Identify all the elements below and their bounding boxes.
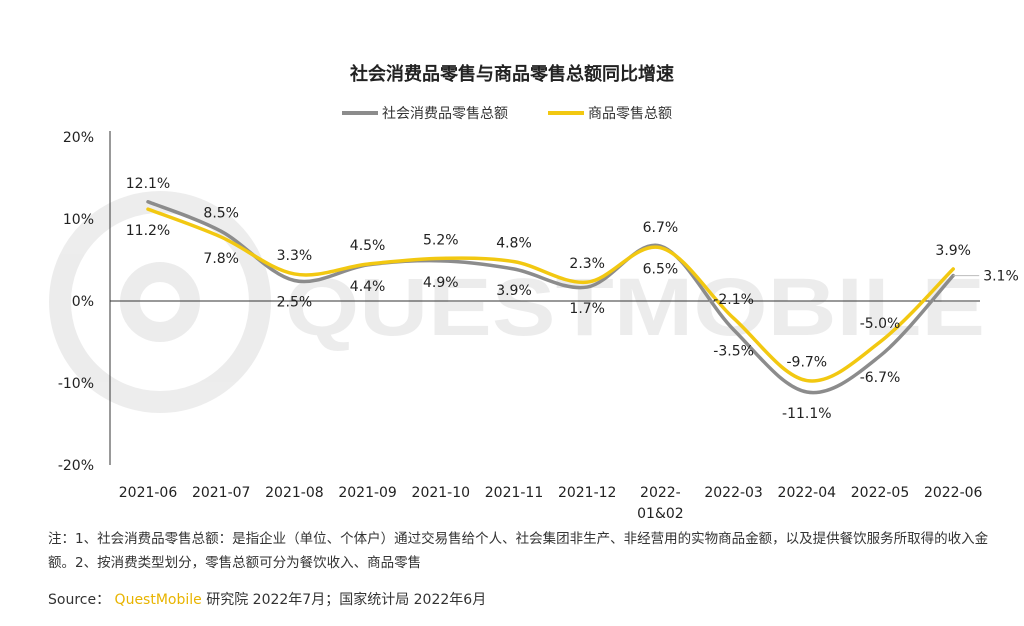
data-label: 1.7% bbox=[569, 301, 605, 317]
data-label: -6.7% bbox=[860, 370, 901, 386]
data-label: 7.8% bbox=[203, 251, 239, 267]
x-tick-label: 2021-09 bbox=[338, 485, 397, 501]
data-labels: 12.1% 11.2% 8.5% 7.8% 2.5% 3.3% 4.4% 4.5% 4.9% 5.… bbox=[126, 176, 1019, 422]
data-label: -11.1% bbox=[782, 406, 832, 422]
data-label: -2.1% bbox=[713, 292, 754, 308]
legend: 社会消费品零售总额 商品零售总额 bbox=[342, 106, 672, 122]
data-label: 2.5% bbox=[277, 295, 313, 311]
y-tick-label: 10% bbox=[63, 212, 94, 228]
x-tick-label: 2021-08 bbox=[265, 485, 324, 501]
watermark-logo: QUESTMOBILE bbox=[49, 191, 985, 413]
data-label: 3.9% bbox=[935, 243, 971, 259]
x-tick-label: 01&02 bbox=[637, 506, 684, 522]
x-tick-label: 2021-11 bbox=[485, 485, 544, 501]
source-rest: 研究院 2022年7月；国家统计局 2022年6月 bbox=[206, 592, 487, 608]
axes: 20% 10% 0% -10% -20% 2021-06 2021-07 2021-08 202… bbox=[58, 130, 983, 522]
x-tick-label: 2021-12 bbox=[558, 485, 617, 501]
legend-label-retail-total: 社会消费品零售总额 bbox=[382, 106, 508, 122]
data-label: -9.7% bbox=[786, 355, 827, 371]
x-tick-label: 2022-06 bbox=[924, 485, 983, 501]
x-tick-label: 2021-07 bbox=[192, 485, 251, 501]
series-line-retail-total bbox=[146, 200, 955, 395]
x-tick-label: 2021-10 bbox=[412, 485, 471, 501]
source-line: Source： QuestMobile 研究院 2022年7月；国家统计局 20… bbox=[48, 589, 486, 609]
data-label: 8.5% bbox=[203, 205, 239, 221]
data-label: 4.4% bbox=[350, 279, 386, 295]
chart-title: 社会消费品零售与商品零售总额同比增速 bbox=[350, 63, 674, 85]
data-label: 11.2% bbox=[126, 223, 170, 239]
data-label: 12.1% bbox=[126, 176, 170, 192]
y-tick-label: 20% bbox=[63, 130, 94, 146]
y-tick-label: -20% bbox=[58, 458, 94, 474]
series-lines bbox=[146, 200, 955, 395]
data-label: 4.5% bbox=[350, 238, 386, 254]
x-tick-label: 2022- bbox=[640, 485, 681, 501]
x-tick-label: 2021-06 bbox=[119, 485, 178, 501]
data-label: 3.3% bbox=[277, 248, 313, 264]
data-label: 4.9% bbox=[423, 275, 459, 291]
data-label: -5.0% bbox=[860, 316, 901, 332]
x-tick-label: 2022-04 bbox=[778, 485, 837, 501]
legend-label-goods-retail: 商品零售总额 bbox=[588, 106, 672, 122]
data-label: 3.1% bbox=[983, 269, 1019, 285]
source-prefix: Source： bbox=[48, 592, 111, 608]
x-tick-label: 2022-05 bbox=[851, 485, 910, 501]
chart-note: 注：1、社会消费品零售总额：是指企业（单位、个体户）通过交易售给个人、社会集团非… bbox=[48, 531, 989, 571]
data-label: 3.9% bbox=[496, 283, 532, 299]
watermark-text: QUESTMOBILE bbox=[285, 262, 985, 353]
data-label: 6.7% bbox=[643, 220, 679, 236]
data-label: -3.5% bbox=[713, 344, 754, 360]
line-chart: QUESTMOBILE 社会消费品零售与商品零售总额同比增速 社会消费品零售总额… bbox=[49, 63, 1019, 522]
data-label: 4.8% bbox=[496, 236, 532, 252]
data-label: 2.3% bbox=[569, 256, 605, 272]
series-line-goods-retail bbox=[146, 207, 955, 383]
y-tick-label: 0% bbox=[72, 294, 94, 310]
data-label: 5.2% bbox=[423, 232, 459, 248]
y-tick-label: -10% bbox=[58, 376, 94, 392]
x-tick-label: 2022-03 bbox=[704, 485, 763, 501]
source-brand: QuestMobile bbox=[114, 592, 202, 608]
data-label: 6.5% bbox=[643, 262, 679, 278]
